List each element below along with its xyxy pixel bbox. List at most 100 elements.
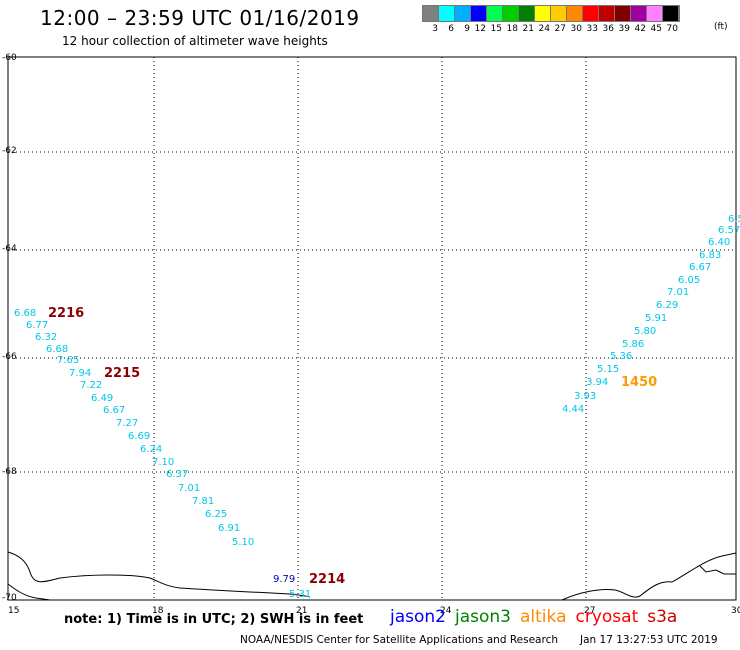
map-subtitle: 12 hour collection of altimeter wave hei… [62, 34, 328, 48]
wave-height-value: 6.77 [26, 320, 48, 331]
legend-swatch [663, 6, 679, 21]
legend-tick: 24 [538, 24, 550, 34]
wave-height-value: 4.44 [562, 404, 584, 415]
wave-height-value: 7.81 [192, 496, 214, 507]
legend-tick: 9 [464, 24, 470, 34]
legend-tick: 42 [634, 24, 646, 34]
map-title: 12:00 – 23:59 UTC 01/16/2019 [40, 6, 360, 30]
legend-swatch [647, 6, 663, 21]
y-axis-label: -70 [2, 593, 17, 603]
wave-height-value: 5.80 [634, 326, 656, 337]
legend-tick: 6 [448, 24, 454, 34]
footer-note: note: 1) Time is in UTC; 2) SWH is in fe… [64, 612, 364, 627]
legend-swatch [551, 6, 567, 21]
legend-swatch [439, 6, 455, 21]
wave-height-value: 6.29 [656, 300, 678, 311]
wave-height-value: 6.49 [91, 393, 113, 404]
satellite-jason2: jason2 [390, 607, 446, 627]
legend-swatch [471, 6, 487, 21]
credit-text: NOAA/NESDIS Center for Satellite Applica… [240, 634, 558, 646]
x-axis-label: 27 [584, 606, 595, 616]
satellite-legend: jason2 jason3 altika cryosat s3a [390, 607, 686, 627]
legend-swatch [423, 6, 439, 21]
wave-height-value: 7.01 [667, 287, 689, 298]
plot-frame [7, 56, 737, 601]
wave-height-value: 6.25 [205, 509, 227, 520]
wave-height-value: 7.22 [80, 380, 102, 391]
wave-height-value: 6.5 [728, 214, 740, 225]
wave-height-value: 5.31 [289, 589, 311, 600]
pass-time-label: 2216 [48, 306, 84, 321]
wave-height-value: 5.10 [232, 537, 254, 548]
legend-tick: 30 [570, 24, 582, 34]
legend-swatch [583, 6, 599, 21]
legend-swatch [487, 6, 503, 21]
legend-tick: 3 [432, 24, 438, 34]
legend-swatches [422, 5, 680, 22]
wave-height-value: 6.91 [218, 523, 240, 534]
pass-time-label: 1450 [621, 375, 657, 390]
wave-height-value: 6.40 [708, 237, 730, 248]
wave-height-value: 9.79 [273, 574, 295, 585]
legend-tick: 27 [554, 24, 566, 34]
legend-tick-labels: 3 6 9 12 15 18 21 24 27 30 33 36 39 42 45 70 [422, 24, 680, 34]
y-axis-label: -60 [2, 53, 17, 63]
color-legend: 3 6 9 12 15 18 21 24 27 30 33 36 39 42 45 70 (ft) [422, 5, 728, 34]
legend-tick: 45 [650, 24, 662, 34]
wave-height-value: 6.83 [699, 250, 721, 261]
legend-tick: 12 [474, 24, 486, 34]
coastline-west [7, 551, 311, 598]
legend-tick: 36 [602, 24, 614, 34]
wave-height-value: 7.01 [178, 483, 200, 494]
wave-height-value: 6.37 [166, 469, 188, 480]
wave-height-value: 6.67 [689, 262, 711, 273]
wave-height-value: 7.10 [152, 457, 174, 468]
legend-tick: 33 [586, 24, 598, 34]
x-axis-label: 21 [296, 606, 307, 616]
wave-height-value: 5.15 [597, 364, 619, 375]
coastline-east [561, 552, 737, 601]
y-axis-label: -68 [2, 467, 17, 477]
coastline-west-lower [7, 583, 51, 601]
wave-height-value: 5.86 [622, 339, 644, 350]
legend-unit: (ft) [714, 22, 728, 32]
legend-swatch [503, 6, 519, 21]
legend-swatch [615, 6, 631, 21]
legend-tick: 39 [618, 24, 630, 34]
legend-swatch [567, 6, 583, 21]
legend-tick: 15 [490, 24, 502, 34]
wave-height-value: 6.57 [718, 225, 740, 236]
x-axis-label: 18 [152, 606, 164, 616]
legend-tick: 21 [522, 24, 534, 34]
legend-swatch [631, 6, 647, 21]
legend-tick: 18 [506, 24, 518, 34]
timestamp-text: Jan 17 13:27:53 UTC 2019 [580, 634, 718, 646]
y-axis-label: -64 [2, 244, 17, 254]
wave-height-value: 6.68 [14, 308, 36, 319]
wave-height-value: 6.05 [678, 275, 700, 286]
satellite-jason3: jason3 [455, 607, 511, 627]
x-axis-label: 30 [731, 606, 740, 616]
wave-height-value: 5.36 [610, 351, 632, 362]
satellite-altika: altika [520, 607, 567, 627]
wave-height-value: 3.94 [586, 377, 608, 388]
y-axis-label: -62 [2, 146, 17, 156]
satellite-cryosat: cryosat [575, 607, 639, 627]
wave-height-value: 7.94 [69, 368, 91, 379]
legend-swatch [455, 6, 471, 21]
wave-height-value: 6.67 [103, 405, 125, 416]
wave-height-value: 7.27 [116, 418, 138, 429]
wave-height-value: 6.68 [46, 344, 68, 355]
y-axis-label: -66 [2, 352, 17, 362]
legend-swatch [535, 6, 551, 21]
wave-height-value: 6.24 [140, 444, 162, 455]
wave-height-value: 3.93 [574, 391, 596, 402]
legend-swatch [519, 6, 535, 21]
pass-time-label: 2215 [104, 366, 140, 381]
wave-height-value: 6.69 [128, 431, 150, 442]
legend-tick: 70 [666, 24, 678, 34]
legend-swatch [599, 6, 615, 21]
coastline-east-inner [699, 565, 736, 575]
pass-time-label: 2214 [309, 572, 345, 587]
